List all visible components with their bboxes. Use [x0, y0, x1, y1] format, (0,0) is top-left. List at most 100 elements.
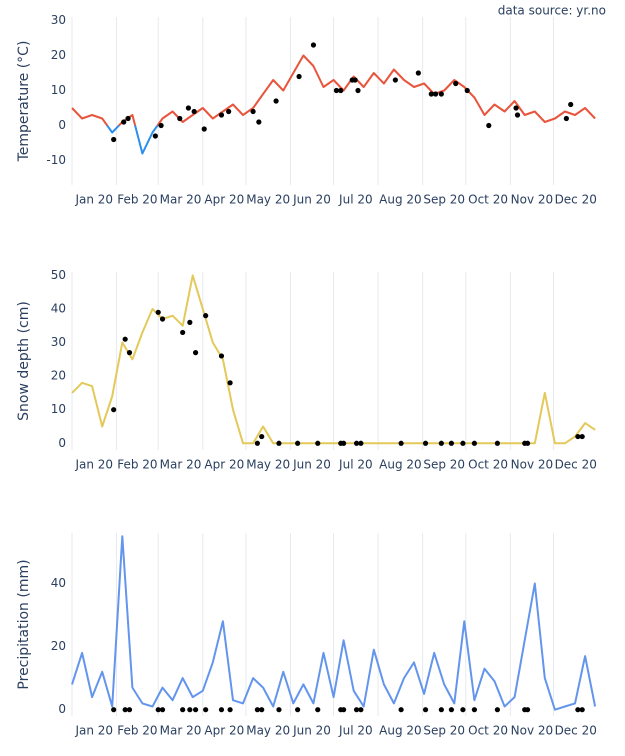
observation-dot — [158, 122, 164, 129]
observation-dot — [254, 440, 260, 446]
observation-dot — [453, 80, 459, 87]
y-axis-title: Temperature (°C) — [16, 41, 32, 163]
observation-dot — [358, 707, 364, 713]
x-tick-label: Aug 20 — [379, 193, 422, 207]
x-tick-label: Mar 20 — [160, 458, 202, 472]
observation-dot — [471, 440, 478, 446]
observation-dot — [575, 433, 581, 440]
observation-dot — [218, 112, 225, 118]
observation-dot — [259, 707, 265, 713]
observation-dot — [111, 707, 117, 713]
x-tick-label: Feb 20 — [117, 193, 157, 207]
observation-dot — [111, 136, 117, 143]
data-line — [71, 54, 596, 155]
annotation: data source: yr.no — [498, 4, 606, 18]
y-tick-label: 30 — [51, 335, 66, 349]
x-tick-label: Aug 20 — [379, 724, 422, 738]
observation-dot — [155, 309, 161, 315]
x-tick-label: Apr 20 — [204, 193, 244, 207]
x-tick-label: Jun 20 — [292, 193, 331, 207]
y-tick-label: 20 — [51, 369, 66, 383]
y-tick-label: 10 — [51, 83, 66, 97]
observation-dot — [438, 91, 444, 97]
observation-dot — [203, 707, 209, 713]
x-tick-label: Mar 20 — [160, 724, 202, 738]
observation-dot — [203, 313, 209, 319]
y-tick-label: 20 — [51, 48, 66, 62]
observation-dot — [218, 353, 225, 359]
x-tick-label: Jan 20 — [74, 193, 113, 207]
observation-dot — [310, 42, 317, 48]
y-tick-label: 40 — [51, 301, 66, 315]
observation-dot — [192, 707, 199, 713]
observation-dot — [152, 133, 158, 139]
x-tick-label: Sep 20 — [423, 458, 465, 472]
y-tick-label: 20 — [51, 639, 66, 653]
x-tick-label: Jul 20 — [338, 724, 373, 738]
data-line — [71, 274, 596, 445]
x-tick-label: Jul 20 — [338, 193, 373, 207]
x-tick-label: Dec 20 — [555, 193, 597, 207]
data-line — [71, 535, 597, 711]
observation-dot — [295, 707, 301, 713]
observation-dot — [341, 440, 347, 446]
x-tick-label: Feb 20 — [117, 724, 157, 738]
observation-dot — [121, 119, 127, 125]
observation-dot — [428, 91, 434, 97]
observation-dot — [159, 707, 166, 713]
observation-dot — [122, 707, 128, 713]
x-tick-label: May 20 — [246, 193, 290, 207]
x-tick-label: Dec 20 — [555, 458, 597, 472]
observation-dot — [568, 101, 574, 108]
x-tick-label: Jan 20 — [74, 724, 113, 738]
observation-dot — [296, 73, 302, 80]
observation-dot — [433, 91, 439, 97]
observation-dot — [438, 707, 444, 713]
observation-dot — [218, 707, 225, 713]
x-tick-label: Jun 20 — [292, 724, 331, 738]
observation-dot — [187, 319, 193, 325]
observation-dot — [341, 707, 347, 713]
x-tick-label: Oct 20 — [468, 193, 508, 207]
observation-dot — [398, 440, 404, 446]
observation-dot — [448, 707, 455, 713]
x-tick-label: Oct 20 — [468, 458, 508, 472]
observation-dot — [315, 440, 321, 446]
observation-dot — [254, 707, 260, 713]
observation-dot — [563, 115, 569, 122]
observation-dot — [126, 350, 133, 356]
observation-dot — [486, 122, 492, 129]
observation-dot — [464, 87, 470, 94]
x-tick-label: Jan 20 — [74, 458, 113, 472]
observation-dot — [333, 87, 340, 94]
observation-dot — [155, 707, 161, 713]
x-tick-label: Oct 20 — [468, 724, 508, 738]
observation-dot — [494, 707, 500, 713]
observation-dot — [192, 350, 199, 356]
x-tick-label: Aug 20 — [379, 458, 422, 472]
observation-dot — [180, 329, 186, 336]
y-axis-title: Precipitation (mm) — [16, 559, 32, 689]
x-tick-label: Nov 20 — [511, 458, 554, 472]
observation-dot — [295, 440, 301, 446]
observation-dot — [227, 707, 233, 713]
x-tick-label: Sep 20 — [423, 193, 465, 207]
observation-dot — [358, 440, 364, 446]
y-tick-label: -10 — [46, 153, 66, 167]
x-tick-label: May 20 — [246, 724, 290, 738]
observation-dot — [191, 108, 197, 115]
observation-dot — [422, 707, 429, 713]
observation-dot — [524, 707, 531, 713]
observation-dot — [471, 707, 478, 713]
x-tick-label: Apr 20 — [204, 724, 244, 738]
observation-dot — [125, 115, 131, 122]
y-tick-label: 0 — [58, 436, 66, 450]
x-tick-label: Feb 20 — [117, 458, 157, 472]
y-tick-label: 0 — [58, 702, 66, 716]
observation-dot — [460, 707, 466, 713]
observation-dot — [524, 440, 531, 446]
observation-dot — [259, 433, 265, 440]
observation-dot — [315, 707, 321, 713]
x-tick-label: Apr 20 — [204, 458, 244, 472]
